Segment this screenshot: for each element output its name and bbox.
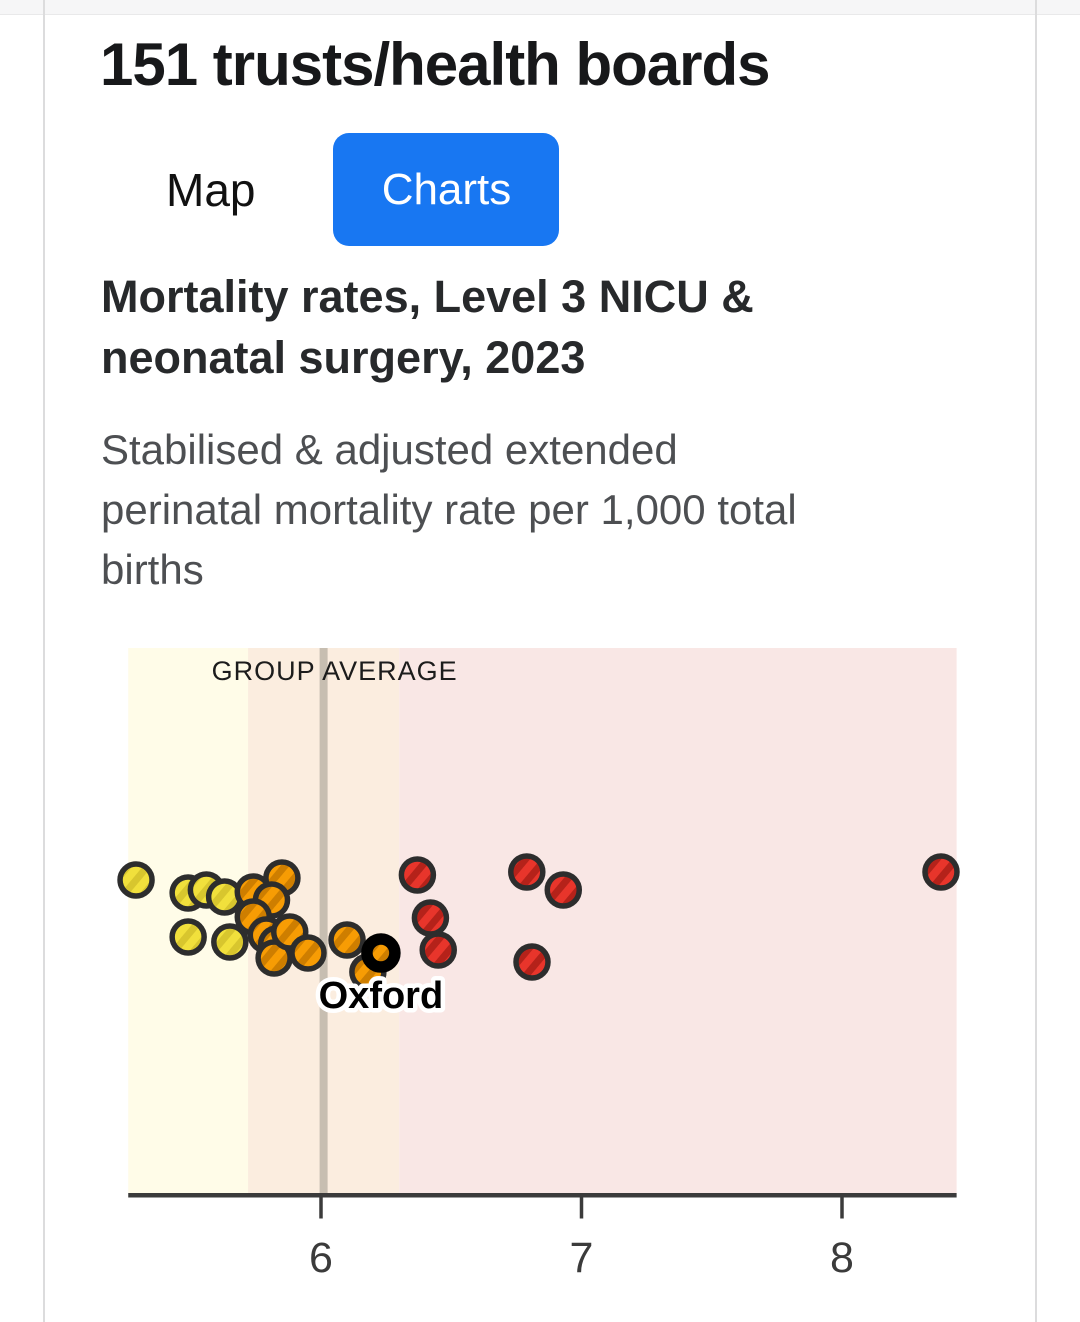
trust-dot-yellow[interactable] xyxy=(117,861,155,899)
risk-band-higher xyxy=(399,648,957,1193)
x-axis-tick-label: 6 xyxy=(309,1234,333,1282)
top-strip xyxy=(0,0,1080,15)
x-axis-tick-label: 8 xyxy=(830,1234,854,1282)
chart-subtitle-line1: Stabilised & adjusted extended xyxy=(101,426,678,473)
oxford-label: Oxford xyxy=(319,975,444,1017)
trust-dot-yellow[interactable] xyxy=(211,923,249,961)
card-border-right xyxy=(1035,0,1037,1322)
trust-dot-red[interactable] xyxy=(513,943,551,981)
x-axis-tick xyxy=(319,1197,323,1219)
trust-dot-orange[interactable] xyxy=(289,934,327,972)
group-average-label: GROUP AVERAGE xyxy=(212,656,458,686)
card-border-left xyxy=(43,0,45,1322)
x-axis-tick xyxy=(840,1197,844,1219)
trust-dot-orange[interactable] xyxy=(328,921,366,959)
chart-subtitle-line3: births xyxy=(101,546,204,593)
trust-dot-red[interactable] xyxy=(922,853,960,891)
view-tabs: Map Charts xyxy=(130,133,560,246)
trust-dot-yellow[interactable] xyxy=(169,918,207,956)
trust-dot-red[interactable] xyxy=(419,931,457,969)
group-average-line xyxy=(319,648,328,1193)
x-axis-tick xyxy=(579,1197,584,1219)
tab-charts[interactable]: Charts xyxy=(333,133,560,246)
trust-dot-red[interactable] xyxy=(398,856,437,894)
mortality-strip-chart: GROUP AVERAGE 6 7 8 Oxford xyxy=(0,640,1080,1322)
chart-subtitle: Stabilised & adjusted extended perinatal… xyxy=(101,420,797,600)
x-axis-tick-label: 7 xyxy=(570,1234,594,1282)
tab-map[interactable]: Map xyxy=(130,133,291,246)
chart-heading: Mortality rates, Level 3 NICU & neonatal… xyxy=(101,266,754,388)
trust-dot-red[interactable] xyxy=(411,899,450,937)
chart-canvas: GROUP AVERAGE 6 7 8 Oxford xyxy=(117,648,960,1282)
x-axis-line xyxy=(128,1193,957,1198)
chart-heading-line1: Mortality rates, Level 3 NICU & xyxy=(101,271,754,322)
oxford-highlight-dot[interactable] xyxy=(361,933,401,973)
chart-subtitle-line2: perinatal mortality rate per 1,000 total xyxy=(101,486,797,533)
chart-heading-line2: neonatal surgery, 2023 xyxy=(101,332,586,383)
trust-dot-red[interactable] xyxy=(508,853,546,891)
trust-dot-red[interactable] xyxy=(544,871,583,909)
page-title: 151 trusts/health boards xyxy=(100,31,771,98)
